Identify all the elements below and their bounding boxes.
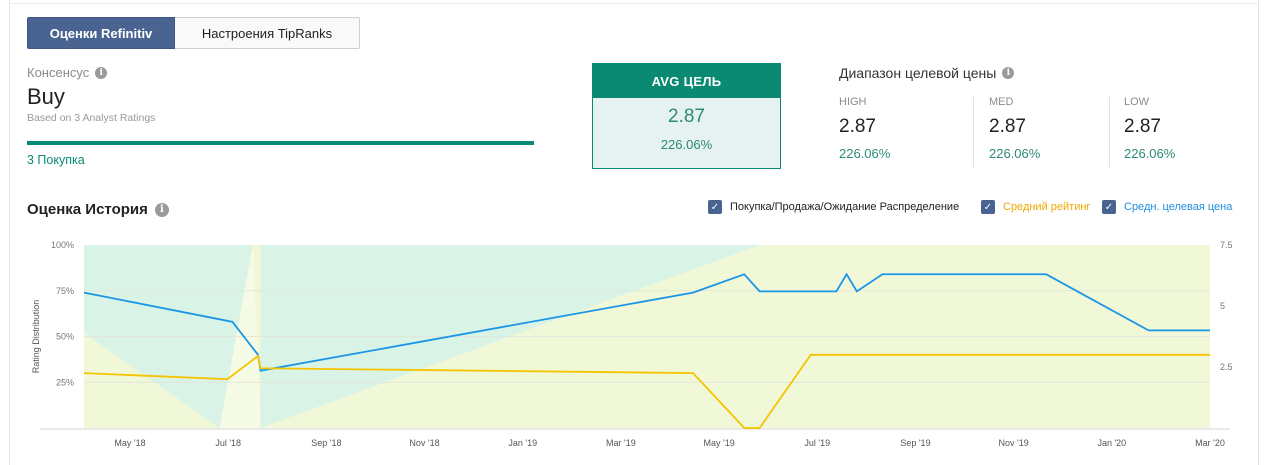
range-low: LOW 2.87 226.06% [1124, 96, 1175, 161]
x-tick-label: May '18 [114, 438, 145, 448]
range-med-label: MED [989, 96, 1014, 108]
info-icon[interactable]: i [95, 66, 108, 79]
range-divider [1109, 97, 1110, 167]
rating-history-title: Оценка История [27, 201, 148, 218]
x-tick-label: Jul '18 [215, 438, 241, 448]
avg-rating-checkbox[interactable]: ✓ [981, 200, 995, 214]
x-tick-label: Mar '19 [606, 438, 636, 448]
avg-target-card: AVG ЦЕЛЬ 2.87 226.06% [592, 63, 781, 169]
avg-target-value: 2.87 [668, 106, 705, 127]
y-right-tick-label: 5 [1220, 301, 1225, 311]
avg-target-percent: 226.06% [660, 137, 713, 152]
x-tick-label: May '19 [703, 438, 734, 448]
x-tick-label: Nov '19 [999, 438, 1029, 448]
chart-layer: 100% 75% 50% 25% 7.5 5 2.5 Rating Distribution M… [31, 240, 1233, 448]
legend-avg-target-label: Средн. целевая цена [1124, 201, 1233, 213]
x-tick-label: Jan '19 [508, 438, 537, 448]
page-frame-top [9, 3, 1258, 4]
tab-tipranks[interactable]: Настроения TipRanks [175, 17, 360, 49]
x-tick-label: Sep '19 [900, 438, 930, 448]
y-right-tick-label: 2.5 [1220, 362, 1233, 372]
x-tick-label: Nov '18 [409, 438, 439, 448]
range-high-label: HIGH [839, 96, 867, 108]
y-left-tick-label: 25% [56, 377, 74, 387]
x-tick-label: Sep '18 [311, 438, 341, 448]
consensus-label: Консенсус [27, 65, 90, 80]
range-high-percent: 226.06% [839, 146, 891, 161]
ratings-tabs: Оценки Refinitiv Настроения TipRanks [27, 17, 360, 49]
consensus-based-on: Based on 3 Analyst Ratings [27, 112, 156, 124]
consensus-value: Buy [27, 84, 65, 109]
y-axis-label: Rating Distribution [31, 300, 41, 374]
legend-avg-target[interactable]: ✓ Средн. целевая цена [1102, 200, 1232, 214]
y-left-tick-label: 50% [56, 332, 74, 342]
y-left-tick-label: 100% [51, 240, 74, 250]
legend-avg-rating-label: Средний рейтинг [1003, 201, 1091, 213]
page-frame-right [1258, 0, 1259, 465]
legend-distribution[interactable]: ✓ Покупка/Продажа/Ожидание Распределение [708, 200, 959, 214]
range-low-value: 2.87 [1124, 116, 1161, 137]
target-range-title: Диапазон целевой цены [839, 65, 997, 81]
range-med-percent: 226.06% [989, 146, 1041, 161]
range-low-percent: 226.06% [1124, 146, 1176, 161]
range-med-value: 2.87 [989, 116, 1026, 137]
y-left-tick-label: 75% [56, 286, 74, 296]
consensus-buy-bar [27, 141, 534, 145]
x-tick-label: Jul '19 [804, 438, 830, 448]
range-med: MED 2.87 226.06% [989, 96, 1040, 161]
tab-refinitiv[interactable]: Оценки Refinitiv [27, 17, 175, 49]
x-tick-label: Mar '20 [1195, 438, 1225, 448]
x-tick-label: Jan '20 [1097, 438, 1126, 448]
target-range-title-row: Диапазон целевой цены i [839, 65, 1015, 81]
distribution-checkbox[interactable]: ✓ [708, 200, 722, 214]
avg-target-checkbox[interactable]: ✓ [1102, 200, 1116, 214]
range-low-label: LOW [1124, 96, 1150, 108]
info-icon[interactable]: i [154, 202, 169, 217]
rating-history-title-row: Оценка История i [27, 201, 169, 218]
info-icon[interactable]: i [1002, 67, 1015, 79]
avg-target-header: AVG ЦЕЛЬ [593, 64, 780, 98]
range-high-value: 2.87 [839, 116, 876, 137]
range-high: HIGH 2.87 226.06% [839, 96, 890, 161]
legend-avg-rating[interactable]: ✓ Средний рейтинг [981, 200, 1090, 214]
y-right-tick-label: 7.5 [1220, 240, 1233, 250]
page-frame-left [9, 0, 10, 465]
consensus-buy-count: 3 Покупка [27, 153, 85, 167]
consensus-label-row: Консенсус i [27, 65, 108, 80]
legend-distribution-label: Покупка/Продажа/Ожидание Распределение [730, 201, 960, 213]
avg-rating-line [83, 353, 1210, 429]
range-divider [973, 97, 974, 167]
